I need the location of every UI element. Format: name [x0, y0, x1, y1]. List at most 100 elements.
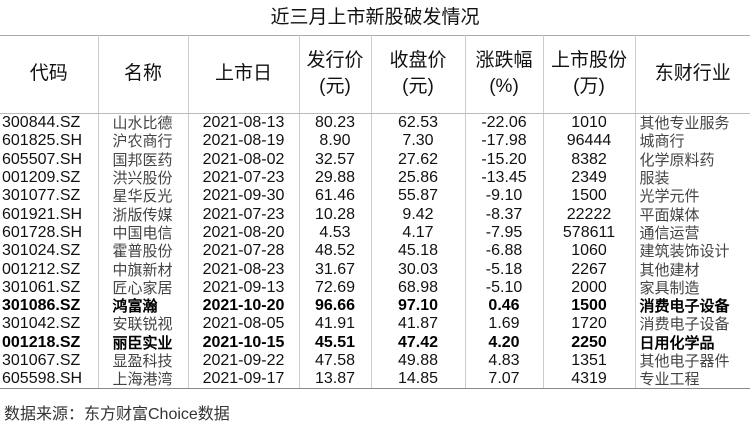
- cell-shares: 2000: [542, 278, 635, 297]
- table-row: 601921.SH 浙版传媒 2021-07-23 10.28 9.42 -8.37 222…: [0, 205, 750, 224]
- header-text: (%): [489, 76, 519, 97]
- cell-close: 68.98: [370, 278, 465, 297]
- cell-industry: 其他专业服务: [634, 113, 750, 133]
- column-header: 代码: [0, 35, 98, 114]
- table-row: 605598.SH 上海港湾 2021-09-17 13.87 14.85 7.07 431…: [0, 370, 750, 390]
- cell-code: 605598.SH: [0, 370, 98, 390]
- cell-close: 7.30: [370, 132, 465, 151]
- column-header: 上市日: [187, 35, 299, 114]
- cell-chg: 4.20: [464, 333, 543, 352]
- cell-shares: 4319: [542, 370, 635, 390]
- cell-industry: 建筑装饰设计: [634, 242, 750, 261]
- ipo-table: 代码 名称 上市日 发行价 (元) 收盘价 (元) 涨跌幅 (%) 上市股份 (万) 东财行业 300…: [0, 35, 750, 390]
- cell-industry: 其他建材: [634, 260, 750, 279]
- cell-date: 2021-09-30: [187, 187, 299, 206]
- cell-name: 丽臣实业: [97, 333, 188, 352]
- cell-issue: 4.53: [298, 223, 371, 243]
- header-text: (万): [573, 76, 605, 97]
- cell-issue: 31.67: [298, 260, 371, 279]
- header-text: 东财行业: [654, 63, 731, 84]
- cell-industry: 消费电子设备: [634, 315, 750, 334]
- cell-name: 显盈科技: [97, 351, 188, 371]
- cell-date: 2021-08-05: [187, 315, 299, 334]
- cell-issue: 80.23: [298, 113, 371, 133]
- header-text: 收盘价: [389, 50, 447, 71]
- cell-close: 30.03: [370, 260, 465, 279]
- cell-chg: 1.69: [464, 315, 543, 334]
- cell-name: 浙版传媒: [97, 205, 188, 224]
- cell-code: 601728.SH: [2, 223, 83, 241]
- header-text: 涨跌幅: [475, 50, 533, 71]
- cell-name: 山水比德: [97, 113, 188, 133]
- column-header: 涨跌幅 (%): [464, 35, 543, 114]
- table-row: 001218.SZ 丽臣实业 2021-10-15 45.51 47.42 4.20 225…: [0, 333, 750, 352]
- cell-date: 2021-08-19: [187, 132, 299, 151]
- cell-industry: 通信运营: [634, 223, 750, 243]
- cell-chg: -5.10: [464, 278, 543, 297]
- cell-code: 601921.SH: [2, 205, 83, 223]
- cell-issue: 10.28: [298, 205, 371, 224]
- cell-code: 301042.SZ: [2, 315, 81, 333]
- cell-shares: 1351: [542, 351, 635, 371]
- column-header: 上市股份 (万): [542, 35, 635, 114]
- cell-shares: 2250: [542, 333, 635, 352]
- cell-chg: -13.45: [464, 168, 543, 188]
- cell-issue: 29.88: [298, 168, 371, 188]
- cell-name: 洪兴股份: [97, 168, 188, 188]
- cell-chg: -7.95: [464, 223, 543, 243]
- cell-issue: 72.69: [298, 278, 371, 297]
- cell-code: 301067.SZ: [2, 352, 81, 369]
- cell-issue: 41.91: [298, 315, 371, 334]
- cell-issue: 96.66: [298, 296, 371, 316]
- cell-chg: -5.18: [464, 260, 543, 279]
- cell-chg: 4.83: [464, 351, 543, 371]
- cell-issue: 45.51: [298, 333, 371, 352]
- cell-close: 55.87: [370, 187, 465, 206]
- cell-issue: 61.46: [298, 187, 371, 206]
- cell-date: 2021-08-02: [187, 150, 299, 169]
- cell-close: 47.42: [370, 333, 465, 352]
- table-row: 301042.SZ 安联锐视 2021-08-05 41.91 41.87 1.69 172…: [0, 315, 750, 334]
- column-header: 名称: [97, 35, 188, 114]
- cell-industry: 消费电子设备: [634, 296, 750, 316]
- cell-shares: 2349: [542, 168, 635, 188]
- table-row: 301077.SZ 星华反光 2021-09-30 61.46 55.87 -9.10 15…: [0, 187, 750, 206]
- cell-name: 星华反光: [97, 187, 188, 206]
- cell-code: 301024.SZ: [2, 242, 81, 260]
- cell-date: 2021-07-28: [187, 242, 299, 261]
- cell-name: 中国电信: [97, 223, 188, 243]
- table-row: 601728.SH 中国电信 2021-08-20 4.53 4.17 -7.95 5786…: [0, 223, 750, 243]
- table-row: 301061.SZ 匠心家居 2021-09-13 72.69 68.98 -5.10 20…: [0, 278, 750, 297]
- cell-name: 国邦医药: [97, 150, 188, 169]
- cell-shares: 1720: [542, 315, 635, 334]
- header-text: 上市股份: [550, 50, 627, 71]
- cell-date: 2021-09-22: [187, 351, 299, 371]
- header-text: (元): [319, 76, 351, 97]
- cell-shares: 96444: [542, 132, 635, 151]
- table-row: 301086.SZ 鸿富瀚 2021-10-20 96.66 97.10 0.46 1500…: [0, 296, 750, 316]
- cell-issue: 8.90: [298, 132, 371, 151]
- cell-name: 中旗新材: [97, 260, 188, 279]
- cell-industry: 化学原料药: [634, 150, 750, 169]
- cell-code: 001209.SZ: [2, 169, 81, 187]
- cell-close: 49.88: [370, 351, 465, 371]
- table-row: 001209.SZ 洪兴股份 2021-07-23 29.88 25.86 -13.45 2…: [0, 168, 750, 188]
- table-title: 近三月上市新股破发情况: [0, 0, 750, 36]
- cell-industry: 服装: [634, 168, 750, 188]
- cell-code: 601825.SH: [2, 132, 83, 150]
- header-text: (元): [402, 76, 434, 97]
- cell-shares: 2267: [542, 260, 635, 279]
- cell-issue: 48.52: [298, 242, 371, 261]
- cell-close: 62.53: [370, 113, 465, 133]
- cell-date: 2021-07-23: [187, 205, 299, 224]
- cell-industry: 日用化学品: [634, 333, 750, 352]
- cell-chg: -6.88: [464, 242, 543, 261]
- cell-industry: 家具制造: [634, 278, 750, 297]
- header-text: 发行价: [306, 50, 364, 71]
- cell-name: 霍普股份: [97, 242, 188, 261]
- header-row: 代码 名称 上市日 发行价 (元) 收盘价 (元) 涨跌幅 (%) 上市股份 (万) 东财行业: [0, 35, 750, 114]
- table-row: 301024.SZ 霍普股份 2021-07-28 48.52 45.18 -6.88 10…: [0, 242, 750, 261]
- header-text: 名称: [123, 63, 162, 84]
- cell-shares: 1010: [542, 113, 635, 133]
- cell-close: 9.42: [370, 205, 465, 224]
